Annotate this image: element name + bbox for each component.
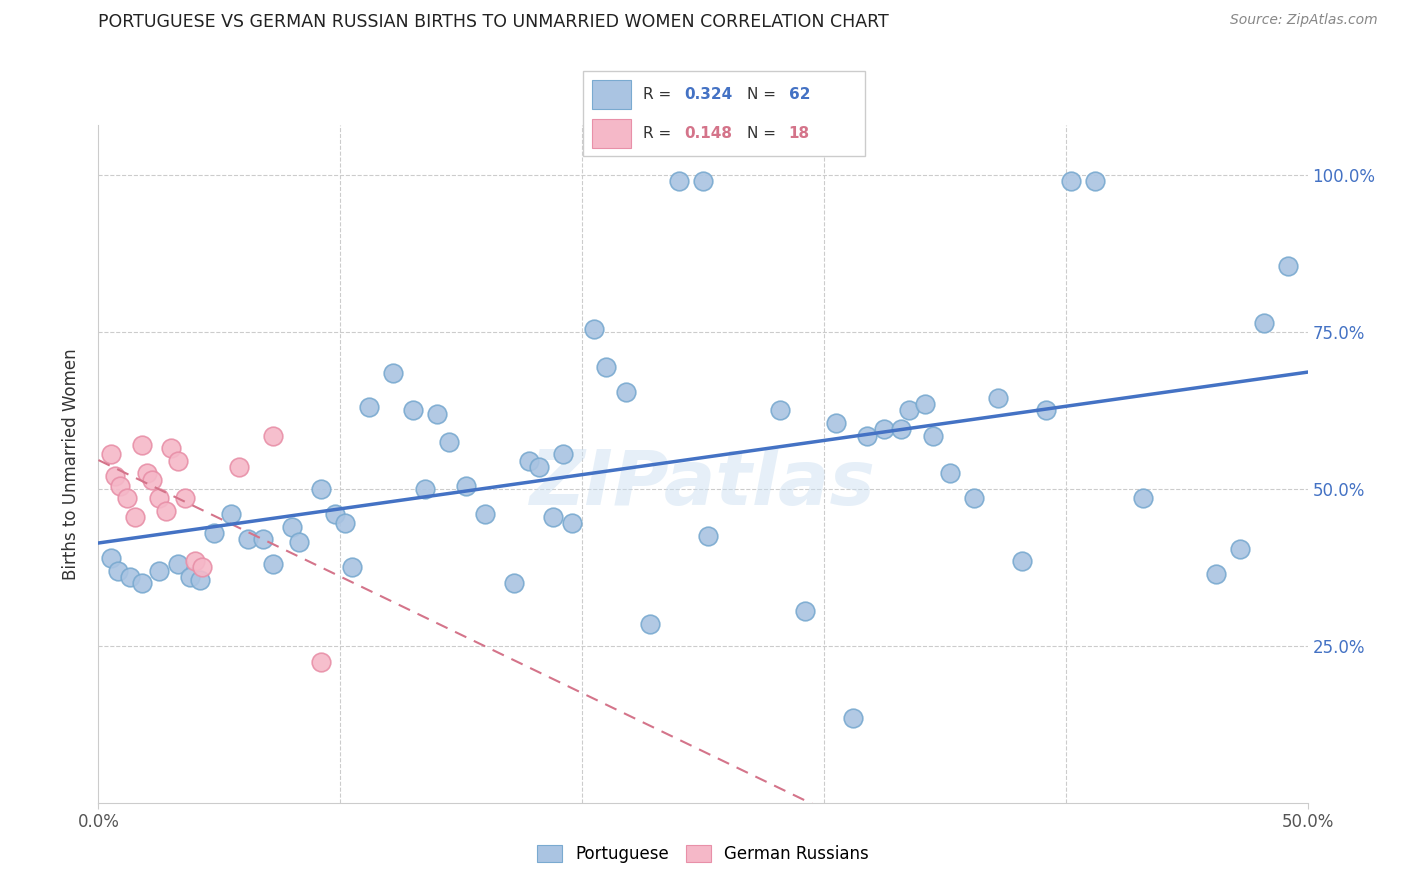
Text: 18: 18: [789, 126, 810, 141]
Point: [167, 453, 190, 467]
Point: [614, 384, 637, 399]
Point: [191, 560, 214, 574]
Point: [117, 491, 139, 506]
Point: [148, 564, 170, 578]
Point: [914, 397, 936, 411]
Y-axis label: Births to Unmarried Women: Births to Unmarried Women: [62, 348, 80, 580]
Point: [413, 482, 436, 496]
FancyBboxPatch shape: [583, 71, 865, 156]
Point: [527, 460, 550, 475]
Point: [135, 467, 157, 481]
Text: 62: 62: [789, 87, 810, 102]
Point: [769, 403, 792, 417]
Point: [1011, 554, 1033, 568]
Point: [1035, 403, 1057, 417]
Point: [107, 564, 129, 578]
Point: [551, 447, 574, 461]
Point: [100, 447, 122, 461]
Text: R =: R =: [643, 87, 676, 102]
Point: [309, 482, 332, 496]
Point: [668, 174, 690, 188]
Point: [104, 469, 127, 483]
Point: [160, 441, 183, 455]
Point: [131, 438, 153, 452]
Point: [174, 491, 197, 506]
Point: [281, 519, 304, 533]
Point: [124, 510, 146, 524]
Point: [1132, 491, 1154, 506]
Point: [188, 573, 211, 587]
Point: [987, 391, 1010, 405]
Point: [1205, 566, 1227, 581]
Text: Source: ZipAtlas.com: Source: ZipAtlas.com: [1230, 13, 1378, 28]
Point: [890, 422, 912, 436]
Point: [131, 576, 153, 591]
Point: [108, 479, 131, 493]
Text: 0.324: 0.324: [685, 87, 733, 102]
Point: [382, 366, 405, 380]
Point: [148, 491, 170, 506]
Point: [825, 416, 848, 430]
Point: [342, 560, 364, 574]
Point: [325, 507, 347, 521]
Point: [1084, 174, 1107, 188]
Point: [503, 576, 526, 591]
Text: R =: R =: [643, 126, 676, 141]
Point: [437, 434, 460, 449]
Point: [474, 507, 496, 521]
Point: [897, 403, 920, 417]
Point: [100, 551, 122, 566]
Point: [454, 479, 477, 493]
Point: [793, 604, 815, 618]
Point: [238, 532, 260, 546]
Point: [696, 529, 718, 543]
Text: 0.148: 0.148: [685, 126, 733, 141]
Point: [155, 504, 177, 518]
Point: [359, 401, 381, 415]
Point: [1229, 541, 1251, 556]
Point: [426, 407, 449, 421]
Point: [262, 428, 284, 442]
Legend: Portuguese, German Russians: Portuguese, German Russians: [530, 838, 876, 870]
Point: [963, 491, 986, 506]
Text: PORTUGUESE VS GERMAN RUSSIAN BIRTHS TO UNMARRIED WOMEN CORRELATION CHART: PORTUGUESE VS GERMAN RUSSIAN BIRTHS TO U…: [98, 13, 889, 31]
Point: [141, 473, 163, 487]
Point: [221, 507, 243, 521]
FancyBboxPatch shape: [592, 119, 631, 147]
Point: [167, 558, 190, 572]
Point: [333, 516, 356, 531]
Point: [561, 516, 583, 531]
FancyBboxPatch shape: [592, 80, 631, 109]
Point: [1277, 259, 1299, 273]
Point: [184, 554, 207, 568]
Point: [692, 174, 714, 188]
Point: [228, 460, 250, 475]
Point: [856, 428, 879, 442]
Point: [252, 532, 274, 546]
Point: [638, 616, 661, 631]
Point: [938, 467, 960, 481]
Point: [179, 570, 201, 584]
Point: [595, 359, 617, 374]
Point: [262, 558, 284, 572]
Point: [402, 403, 425, 417]
Point: [873, 422, 896, 436]
Text: N =: N =: [747, 126, 780, 141]
Point: [541, 510, 564, 524]
Point: [309, 655, 332, 669]
Point: [921, 428, 943, 442]
Point: [204, 525, 226, 540]
Text: N =: N =: [747, 87, 780, 102]
Point: [517, 453, 540, 467]
Point: [842, 711, 865, 725]
Text: ZIPatlas: ZIPatlas: [530, 447, 876, 521]
Point: [288, 535, 311, 549]
Point: [118, 570, 141, 584]
Point: [583, 322, 606, 336]
Point: [1253, 316, 1275, 330]
Point: [1059, 174, 1081, 188]
